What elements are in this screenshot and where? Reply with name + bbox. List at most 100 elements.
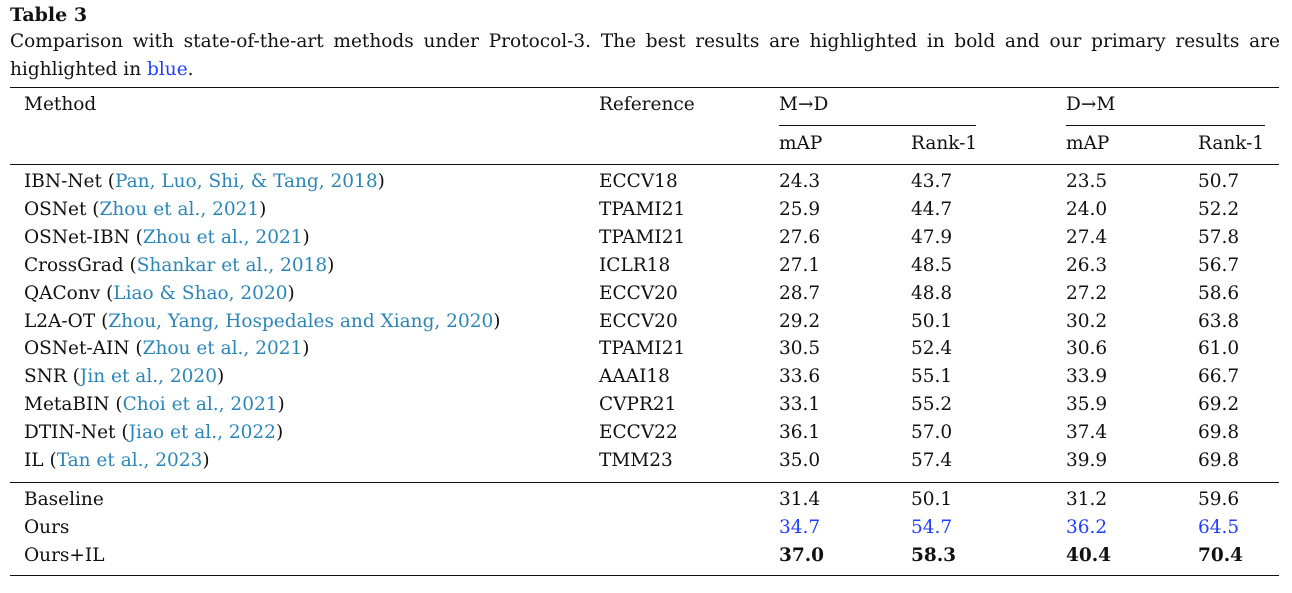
table-row-reference: ECCV18 — [599, 171, 678, 192]
table-row-md-map: 35.0 — [779, 450, 821, 471]
table-row-md-map: 25.9 — [779, 199, 821, 220]
table-row-md-map: 29.2 — [779, 311, 821, 332]
method-name: MetaBIN — [24, 394, 110, 415]
table-caption-block: Table 3 Comparison with state-of-the-art… — [10, 2, 1280, 84]
citation-link[interactable]: Pan, Luo, Shi, & Tang, 2018 — [115, 171, 378, 192]
header-md-rank1: Rank-1 — [911, 133, 978, 154]
citation-link[interactable]: Zhou et al., 2021 — [142, 227, 303, 248]
table-row-dm-rank1: 52.2 — [1198, 199, 1240, 220]
ours-row-md-map: 31.4 — [779, 489, 821, 510]
table-row-reference: ECCV20 — [599, 311, 678, 332]
caption-blue-word: blue — [147, 59, 188, 80]
table-top-rule — [10, 87, 1279, 89]
citation-link[interactable]: Zhou, Yang, Hospedales and Xiang, 2020 — [108, 311, 494, 332]
table-row-reference: TPAMI21 — [599, 227, 686, 248]
method-name: L2A-OT — [24, 311, 96, 332]
table-row-method: QAConv (Liao & Shao, 2020) — [24, 283, 295, 304]
table-row-md-rank1: 44.7 — [911, 199, 953, 220]
table-row-md-rank1: 52.4 — [911, 338, 953, 359]
table-row-reference: TPAMI21 — [599, 338, 686, 359]
table-row-md-rank1: 57.4 — [911, 450, 953, 471]
citation-link[interactable]: Zhou et al., 2021 — [99, 199, 260, 220]
table-row-method: SNR (Jin et al., 2020) — [24, 366, 225, 387]
header-method: Method — [24, 94, 97, 115]
table-row-method: OSNet (Zhou et al., 2021) — [24, 199, 267, 220]
table-row-md-map: 36.1 — [779, 422, 821, 443]
table-caption: Comparison with state-of-the-art methods… — [10, 28, 1280, 84]
header-group-m-to-d: M→D — [779, 94, 829, 115]
table-row-method: OSNet-AIN (Zhou et al., 2021) — [24, 338, 310, 359]
ours-row-md-map: 34.7 — [779, 517, 821, 538]
method-name: SNR — [24, 366, 67, 387]
citation-link[interactable]: Tan et al., 2023 — [56, 450, 203, 471]
table-row-md-rank1: 57.0 — [911, 422, 953, 443]
table-row-reference: CVPR21 — [599, 394, 677, 415]
ours-row-md-rank1: 54.7 — [911, 517, 953, 538]
table-row-md-rank1: 55.1 — [911, 366, 953, 387]
table-row-md-map: 27.1 — [779, 255, 821, 276]
table-row-dm-rank1: 69.8 — [1198, 422, 1240, 443]
table-row-md-map: 28.7 — [779, 283, 821, 304]
ours-row-dm-rank1: 64.5 — [1198, 517, 1240, 538]
method-name: OSNet-AIN — [24, 338, 130, 359]
table-row-md-map: 33.6 — [779, 366, 821, 387]
group-md-underline — [779, 125, 976, 126]
table-row-dm-map: 37.4 — [1066, 422, 1108, 443]
ours-row-method: Ours — [24, 517, 70, 538]
ours-row-md-map: 37.0 — [779, 545, 825, 566]
ours-row-dm-map: 36.2 — [1066, 517, 1108, 538]
method-name: OSNet-IBN — [24, 227, 130, 248]
header-dm-map: mAP — [1066, 133, 1110, 154]
table-row-dm-rank1: 69.8 — [1198, 450, 1240, 471]
header-reference: Reference — [599, 94, 695, 115]
table-row-method: CrossGrad (Shankar et al., 2018) — [24, 255, 335, 276]
citation-link[interactable]: Zhou et al., 2021 — [142, 338, 303, 359]
table-row-md-map: 24.3 — [779, 171, 821, 192]
table-row-md-map: 33.1 — [779, 394, 821, 415]
table-row-md-rank1: 43.7 — [911, 171, 953, 192]
table-row-dm-rank1: 50.7 — [1198, 171, 1240, 192]
table-row-dm-rank1: 66.7 — [1198, 366, 1240, 387]
table-row-md-map: 30.5 — [779, 338, 821, 359]
table-row-dm-map: 35.9 — [1066, 394, 1108, 415]
ours-row-method: Ours+IL — [24, 545, 105, 566]
table-row-method: DTIN-Net (Jiao et al., 2022) — [24, 422, 284, 443]
table-row-reference: ICLR18 — [599, 255, 671, 276]
table-row-reference: ECCV20 — [599, 283, 678, 304]
table-row-dm-rank1: 63.8 — [1198, 311, 1240, 332]
method-name: DTIN-Net — [24, 422, 116, 443]
citation-link[interactable]: Jiao et al., 2022 — [128, 422, 276, 443]
group-dm-underline — [1066, 125, 1265, 126]
citation-link[interactable]: Jin et al., 2020 — [79, 366, 217, 387]
table-row-dm-map: 24.0 — [1066, 199, 1108, 220]
table-row-dm-map: 26.3 — [1066, 255, 1108, 276]
table-row-reference: ECCV22 — [599, 422, 678, 443]
citation-link[interactable]: Liao & Shao, 2020 — [113, 283, 288, 304]
table-row-md-rank1: 47.9 — [911, 227, 953, 248]
method-name: OSNet — [24, 199, 87, 220]
ours-row-dm-map: 40.4 — [1066, 545, 1112, 566]
caption-end: . — [187, 59, 194, 80]
table-row-dm-map: 30.6 — [1066, 338, 1108, 359]
table-row-dm-rank1: 58.6 — [1198, 283, 1240, 304]
table-row-md-rank1: 48.8 — [911, 283, 953, 304]
citation-link[interactable]: Shankar et al., 2018 — [136, 255, 328, 276]
header-md-map: mAP — [779, 133, 823, 154]
table-row-dm-map: 27.2 — [1066, 283, 1108, 304]
table-row-reference: AAAI18 — [599, 366, 670, 387]
table-row-method: MetaBIN (Choi et al., 2021) — [24, 394, 285, 415]
ours-row-dm-rank1: 70.4 — [1198, 545, 1244, 566]
ours-row-md-rank1: 58.3 — [911, 545, 957, 566]
table-row-dm-rank1: 61.0 — [1198, 338, 1240, 359]
method-name: QAConv — [24, 283, 101, 304]
table-row-dm-rank1: 57.8 — [1198, 227, 1240, 248]
ours-row-dm-map: 31.2 — [1066, 489, 1108, 510]
table-bottom-rule — [10, 575, 1279, 577]
table-row-dm-map: 27.4 — [1066, 227, 1108, 248]
table-row-method: IL (Tan et al., 2023) — [24, 450, 210, 471]
header-bottom-rule — [10, 164, 1279, 165]
table-row-dm-map: 23.5 — [1066, 171, 1108, 192]
method-name: CrossGrad — [24, 255, 124, 276]
table-row-reference: TMM23 — [599, 450, 673, 471]
citation-link[interactable]: Choi et al., 2021 — [122, 394, 278, 415]
